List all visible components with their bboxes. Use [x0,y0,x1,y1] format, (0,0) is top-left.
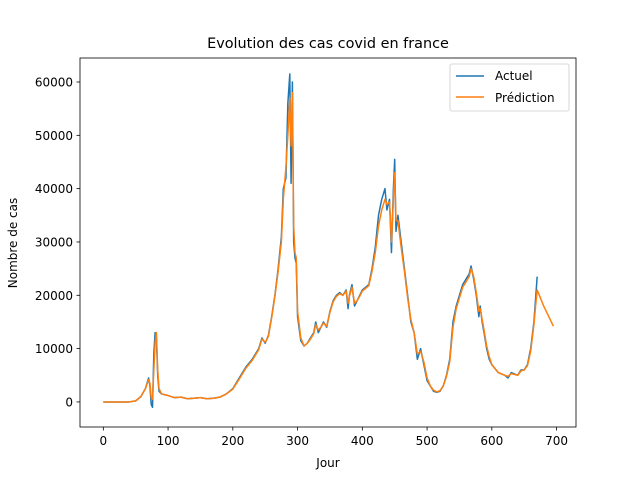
legend-label-actuel: Actuel [495,69,533,83]
chart-title: Evolution des cas covid en france [207,36,449,52]
y-tick-label: 50000 [35,129,73,143]
x-tick-label: 200 [221,434,244,448]
x-tick-label: 700 [545,434,568,448]
x-tick-label: 300 [286,434,309,448]
y-tick-label: 20000 [35,289,73,303]
plot-lines [103,73,555,409]
x-tick-label: 500 [416,434,439,448]
x-tick-label: 600 [480,434,503,448]
x-axis-ticks: 0 100 200 300 400 500 600 700 [99,427,568,448]
axes-frame [79,57,577,428]
x-tick-label: 400 [351,434,374,448]
y-tick-label: 60000 [35,75,73,89]
x-tick-label: 100 [157,434,180,448]
y-axis-label: Nombre de cas [6,198,20,289]
y-tick-label: 40000 [35,182,73,196]
x-axis-label: Jour [315,456,339,470]
x-tick-label: 0 [99,434,107,448]
y-tick-label: 10000 [35,342,73,356]
legend: Actuel Prédiction [449,63,570,112]
y-tick-label: 0 [65,395,73,409]
y-tick-label: 30000 [35,235,73,249]
y-axis-ticks: 0 10000 20000 30000 40000 50000 60000 [35,75,80,409]
series-line-prediction [103,91,555,403]
legend-label-prediction: Prédiction [495,91,555,105]
